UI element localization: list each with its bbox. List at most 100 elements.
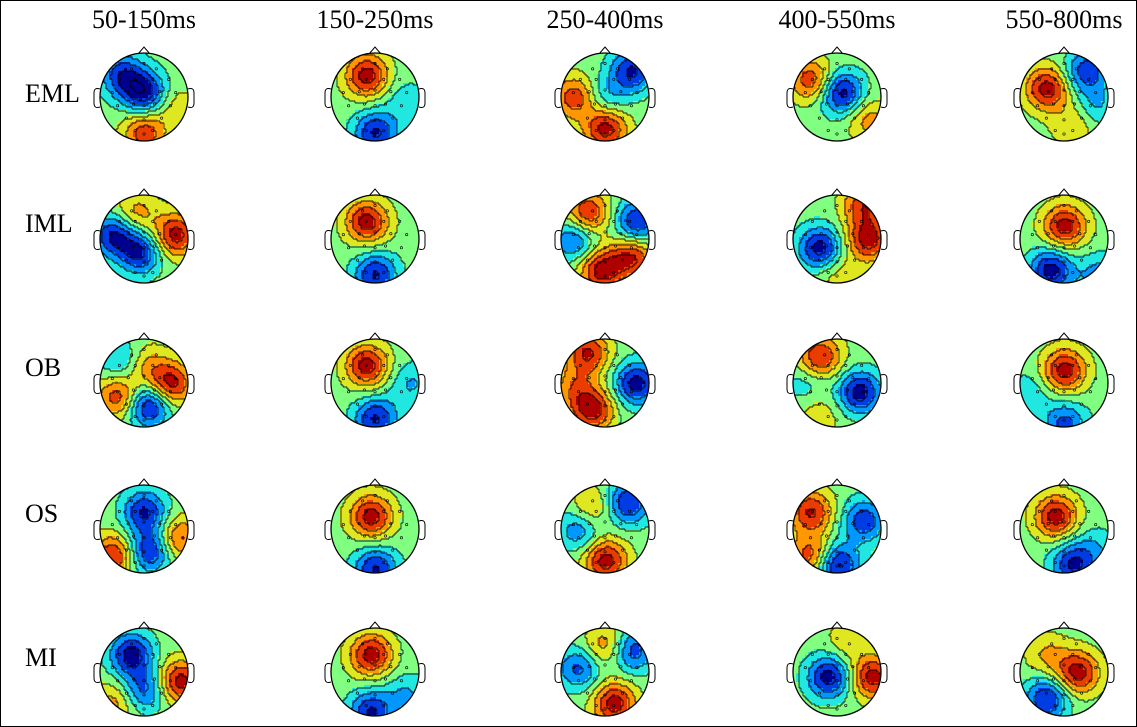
electrode-marker <box>160 116 164 120</box>
electrode-marker <box>594 128 598 132</box>
electrode-marker <box>835 246 839 250</box>
electrode-marker <box>826 560 830 564</box>
electrode-marker <box>1062 520 1066 524</box>
electrode-marker <box>860 219 864 223</box>
electrode-marker <box>382 652 386 656</box>
electrode-marker <box>362 677 366 681</box>
electrode-marker <box>603 204 607 208</box>
electrode-marker <box>809 679 813 683</box>
electrode-marker <box>1050 67 1054 71</box>
electrode-marker <box>587 90 591 94</box>
electrode-marker <box>592 534 596 538</box>
electrode-marker <box>835 230 839 234</box>
electrode-marker <box>357 232 361 236</box>
head-outline <box>560 627 650 717</box>
electrode-marker <box>844 509 848 513</box>
electrode-marker <box>578 363 582 367</box>
electrode-marker <box>571 666 575 670</box>
electrode-marker <box>373 520 377 524</box>
electrode-marker <box>399 390 403 394</box>
right-ear-icon <box>648 663 656 683</box>
left-ear-icon <box>786 663 794 683</box>
scalp-potential-field <box>100 195 188 283</box>
right-ear-icon <box>880 88 888 108</box>
electrode-marker <box>826 219 830 223</box>
nose-icon <box>830 621 844 630</box>
electrode-marker <box>399 679 403 683</box>
electrode-marker <box>1053 77 1057 81</box>
electrode-marker <box>851 232 855 236</box>
nose-icon <box>1057 621 1071 630</box>
electrode-marker <box>174 523 178 527</box>
electrode-marker <box>1094 666 1098 670</box>
electrode-marker <box>1036 536 1040 540</box>
electrode-marker <box>615 353 619 357</box>
electrode-marker <box>817 258 821 262</box>
electrode-marker <box>373 246 377 250</box>
left-ear-icon <box>1013 230 1021 250</box>
electrode-marker <box>817 691 821 695</box>
electrode-marker <box>603 564 607 568</box>
electrode-marker <box>1046 90 1050 94</box>
electrode-marker <box>571 233 575 237</box>
electrode-marker <box>629 104 633 108</box>
right-ear-icon <box>1107 88 1115 108</box>
electrode-marker <box>385 67 389 71</box>
electrode-marker <box>810 77 814 81</box>
topomap-ob-250-400ms <box>554 332 656 433</box>
electrode-marker <box>603 390 607 394</box>
electrode-marker <box>151 560 155 564</box>
electrode-marker <box>167 509 171 513</box>
right-ear-icon <box>187 520 195 540</box>
electrode-marker <box>133 363 137 367</box>
electrode-marker <box>167 77 171 81</box>
right-ear-icon <box>880 663 888 683</box>
electrode-marker <box>398 509 402 513</box>
electrode-marker <box>1062 679 1066 683</box>
electrode-marker <box>160 691 164 695</box>
electrode-marker <box>131 102 135 106</box>
electrode-marker <box>168 246 172 250</box>
electrode-marker <box>355 548 359 552</box>
electrode-marker <box>389 376 393 380</box>
electrode-marker <box>824 244 828 248</box>
electrode-marker <box>151 414 155 418</box>
electrode-marker <box>803 377 807 381</box>
electrode-marker <box>384 388 388 392</box>
electrode-marker <box>1073 388 1077 392</box>
electrode-marker <box>591 67 595 71</box>
nose-icon <box>368 621 382 630</box>
electrode-marker <box>823 209 827 213</box>
electrode-marker <box>1078 232 1082 236</box>
electrode-marker <box>382 270 386 274</box>
electrode-marker <box>594 560 598 564</box>
electrode-marker <box>1044 116 1048 120</box>
electrode-marker <box>1046 522 1050 526</box>
electrode-marker <box>347 536 351 540</box>
electrode-marker <box>1088 679 1092 683</box>
electrode-marker <box>361 353 365 357</box>
electrode-marker <box>341 233 345 237</box>
electrode-marker <box>851 665 855 669</box>
electrode-marker <box>174 233 178 237</box>
electrode-marker <box>1071 270 1075 274</box>
topomap-iml-250-400ms <box>554 188 656 289</box>
electrode-marker <box>341 666 345 670</box>
electrode-marker <box>628 363 632 367</box>
electrode-marker <box>364 652 368 656</box>
electrode-marker <box>809 390 813 394</box>
left-ear-icon <box>1013 88 1021 108</box>
electrode-marker <box>151 270 155 274</box>
electrode-marker <box>621 548 625 552</box>
electrode-marker <box>1062 132 1066 136</box>
electrode-marker <box>823 499 827 503</box>
electrode-marker <box>168 679 172 683</box>
topomap-mi-50-150ms <box>93 621 195 722</box>
electrode-marker <box>823 353 827 357</box>
electrode-marker <box>1071 703 1075 707</box>
electrode-marker <box>158 90 162 94</box>
nose-icon <box>137 46 151 55</box>
right-ear-icon <box>187 230 195 250</box>
electrode-marker <box>151 509 155 513</box>
scalp-potential-field <box>100 339 188 427</box>
